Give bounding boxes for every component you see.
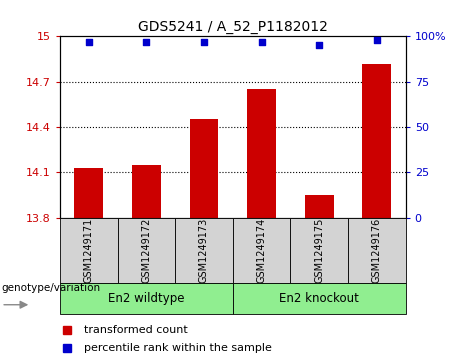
Text: GSM1249174: GSM1249174 bbox=[257, 218, 266, 283]
Point bbox=[258, 39, 266, 45]
Text: GSM1249171: GSM1249171 bbox=[84, 218, 94, 283]
Point bbox=[315, 42, 323, 48]
Bar bbox=[74, 168, 103, 218]
Point bbox=[85, 39, 92, 45]
Bar bbox=[247, 89, 276, 218]
Point bbox=[373, 37, 381, 43]
Bar bbox=[118, 218, 175, 283]
Bar bbox=[348, 218, 406, 283]
Text: GSM1249175: GSM1249175 bbox=[314, 218, 324, 283]
Bar bbox=[60, 218, 118, 283]
Text: En2 knockout: En2 knockout bbox=[279, 292, 359, 305]
Title: GDS5241 / A_52_P1182012: GDS5241 / A_52_P1182012 bbox=[138, 20, 328, 34]
Text: percentile rank within the sample: percentile rank within the sample bbox=[84, 343, 272, 354]
Text: GSM1249173: GSM1249173 bbox=[199, 218, 209, 283]
Text: transformed count: transformed count bbox=[84, 325, 188, 335]
Bar bbox=[175, 218, 233, 283]
Bar bbox=[362, 64, 391, 218]
Text: genotype/variation: genotype/variation bbox=[1, 283, 100, 293]
Bar bbox=[60, 283, 233, 314]
Text: En2 wildtype: En2 wildtype bbox=[108, 292, 184, 305]
Bar bbox=[233, 283, 406, 314]
Bar bbox=[290, 218, 348, 283]
Bar bbox=[132, 165, 161, 218]
Text: GSM1249176: GSM1249176 bbox=[372, 218, 382, 283]
Bar bbox=[305, 195, 334, 218]
Point bbox=[200, 39, 207, 45]
Point bbox=[142, 39, 150, 45]
Bar bbox=[189, 119, 219, 218]
Bar bbox=[233, 218, 290, 283]
Text: GSM1249172: GSM1249172 bbox=[142, 218, 151, 283]
